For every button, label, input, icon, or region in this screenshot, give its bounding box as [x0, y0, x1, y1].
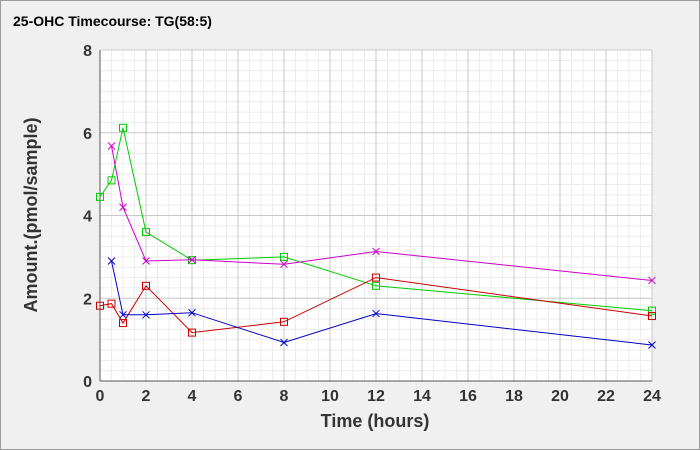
marker-stroke [119, 203, 127, 212]
x-tick-label: 0 [96, 388, 105, 405]
series-layer [96, 123, 656, 349]
data-point [188, 308, 196, 317]
data-point [372, 273, 380, 282]
data-point [372, 281, 380, 290]
x-tick-label: 6 [234, 388, 243, 405]
data-point [372, 247, 380, 256]
data-point [119, 319, 127, 328]
data-point [188, 255, 196, 264]
marker-stroke [280, 260, 288, 269]
series-2 [107, 142, 656, 285]
x-tick-label: 20 [551, 388, 569, 405]
data-point [648, 312, 656, 321]
x-tick-label: 18 [505, 388, 523, 405]
y-axis-label: Amount.(pmol/sample) [21, 117, 41, 312]
x-tick-label: 8 [280, 388, 289, 405]
marker-stroke [372, 247, 380, 256]
y-tick-label: 2 [83, 291, 92, 308]
x-tick-label: 16 [459, 388, 477, 405]
series-4 [107, 257, 656, 349]
axes [99, 50, 652, 382]
data-point [372, 309, 380, 318]
data-point [119, 203, 127, 212]
x-tick-label: 24 [643, 388, 661, 405]
marker-stroke [119, 310, 127, 319]
series-3 [96, 273, 656, 337]
chart-title: 25-OHC Timecourse: TG(58:5) [13, 13, 212, 29]
marker-stroke [372, 309, 380, 318]
data-point [107, 257, 116, 265]
x-tick-label: 12 [367, 388, 385, 405]
y-tick-label: 6 [83, 126, 92, 143]
x-tick-label: 10 [321, 388, 339, 405]
data-point [280, 260, 288, 269]
marker-stroke [107, 257, 116, 265]
data-point [142, 281, 150, 290]
x-tick-label: 4 [188, 388, 197, 405]
x-tick-label: 22 [597, 388, 615, 405]
marker-stroke [142, 310, 150, 319]
data-point [280, 317, 288, 326]
data-point [648, 276, 656, 285]
y-tick-labels: 0 2 4 6 8 [83, 43, 92, 391]
data-point [142, 257, 150, 265]
data-point [142, 228, 150, 237]
data-point [107, 299, 116, 308]
series-line [99, 127, 653, 312]
y-tick-label: 8 [83, 43, 92, 60]
data-point [648, 306, 656, 315]
data-point [119, 310, 127, 319]
data-point [96, 192, 104, 201]
y-tick-label: 0 [83, 374, 92, 391]
data-point [107, 142, 116, 150]
data-point [280, 338, 288, 347]
x-tick-label: 2 [142, 388, 151, 405]
major-gridlines [99, 49, 653, 382]
x-tick-label: 14 [413, 388, 431, 405]
x-axis-label: Time (hours) [321, 411, 430, 431]
marker-stroke [648, 276, 656, 285]
data-point [188, 328, 196, 337]
marker-stroke [280, 338, 288, 347]
data-point [96, 301, 104, 310]
data-point [142, 310, 150, 319]
marker-stroke [142, 257, 150, 265]
data-point [119, 123, 127, 132]
data-point [648, 341, 656, 349]
data-point [107, 176, 116, 185]
x-tick-labels: 0 2 4 6 8 10 12 14 16 18 20 22 24 [96, 388, 661, 405]
marker-stroke [188, 308, 196, 317]
data-point [280, 252, 288, 261]
marker-stroke [188, 255, 196, 264]
marker-stroke [107, 142, 116, 150]
y-tick-label: 4 [83, 209, 92, 226]
marker-stroke [648, 341, 656, 349]
